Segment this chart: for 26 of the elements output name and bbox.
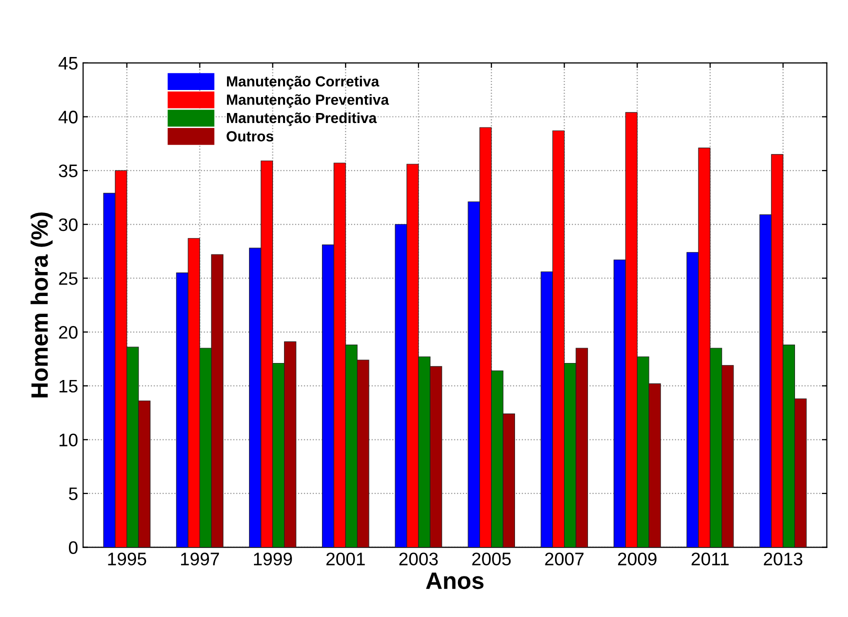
y-tick-label: 40 bbox=[58, 110, 78, 124]
legend-label: Manutenção Preventiva bbox=[226, 94, 390, 108]
x-tick-label: 1995 bbox=[108, 552, 146, 566]
x-tick-label: 2007 bbox=[545, 552, 584, 566]
legend-label: Manutenção Corretiva bbox=[226, 76, 380, 90]
x-axis-title: Anos bbox=[426, 572, 484, 590]
y-tick-label: 45 bbox=[58, 57, 78, 70]
x-tick-label: 2001 bbox=[326, 552, 365, 566]
x-tick-label: 1999 bbox=[254, 552, 292, 566]
x-tick-label: 2009 bbox=[618, 552, 656, 566]
y-tick-label: 30 bbox=[58, 218, 78, 232]
y-tick-label: 0 bbox=[68, 541, 78, 554]
y-tick-label: 15 bbox=[60, 380, 78, 393]
y-axis-title: Homem hora (%) bbox=[30, 212, 53, 398]
legend-label: Outros bbox=[226, 131, 274, 142]
legend-label: Manutenção Preditiva bbox=[226, 112, 377, 126]
y-tick-label: 10 bbox=[60, 434, 78, 446]
x-tick-label: 2003 bbox=[399, 552, 438, 566]
y-tick-label: 5 bbox=[68, 488, 78, 500]
y-tick-label: 20 bbox=[59, 326, 78, 339]
x-tick-label: 2013 bbox=[764, 552, 802, 566]
y-tick-label: 35 bbox=[58, 164, 78, 178]
y-tick-label: 25 bbox=[59, 272, 78, 285]
x-tick-label: 1997 bbox=[181, 552, 219, 566]
x-tick-label: 2005 bbox=[472, 552, 511, 566]
x-tick-label: 2011 bbox=[692, 552, 729, 566]
